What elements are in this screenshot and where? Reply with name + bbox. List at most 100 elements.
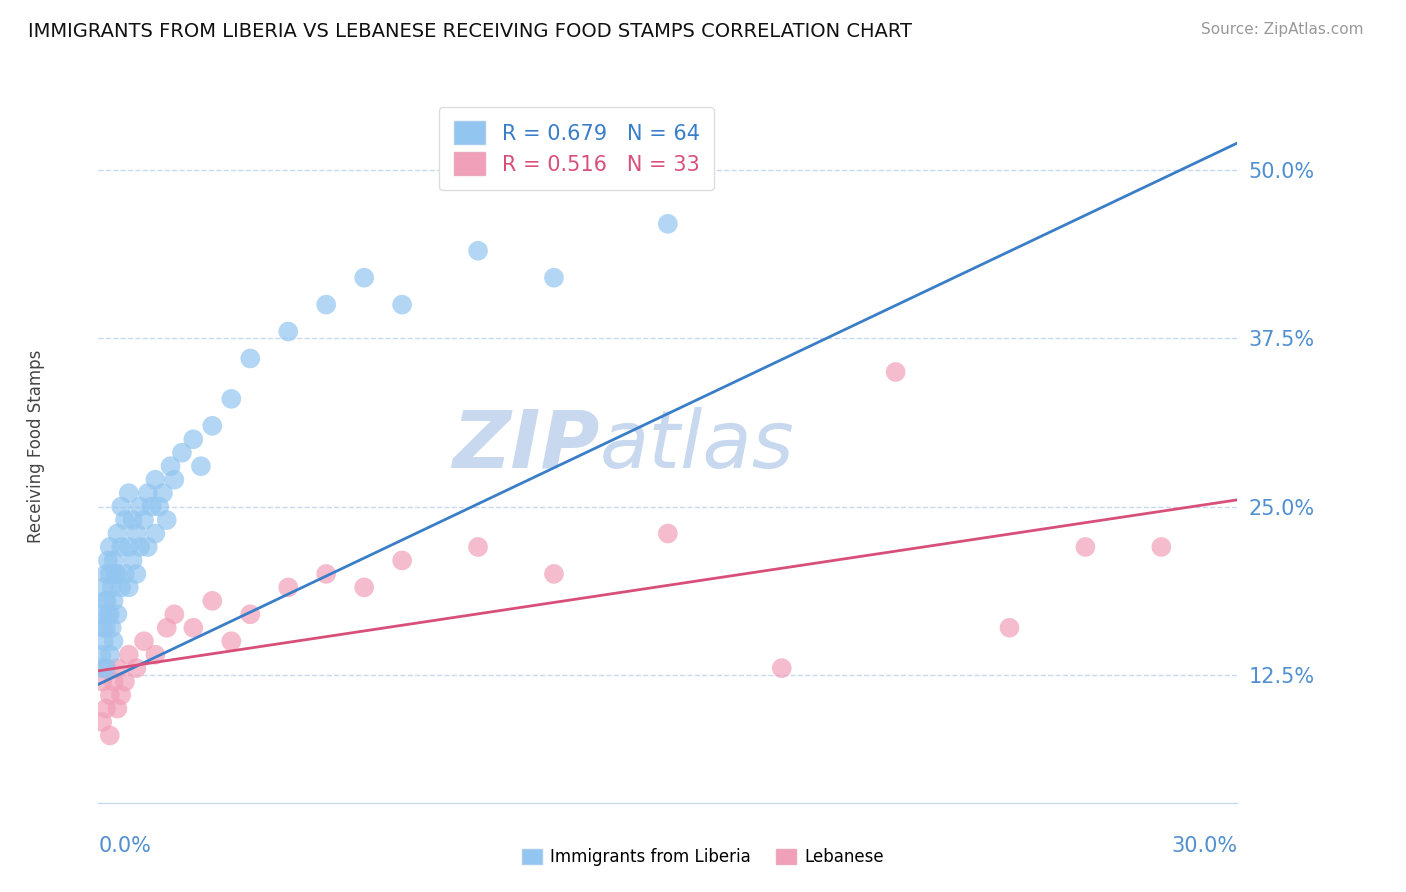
Point	[148, 500, 170, 514]
Point	[90, 648, 112, 662]
Point	[125, 661, 148, 675]
Point	[110, 540, 132, 554]
Point	[125, 566, 148, 581]
Point	[98, 566, 121, 581]
Text: IMMIGRANTS FROM LIBERIA VS LEBANESE RECEIVING FOOD STAMPS CORRELATION CHART: IMMIGRANTS FROM LIBERIA VS LEBANESE RECE…	[28, 22, 912, 41]
Point	[315, 298, 337, 312]
Point	[98, 540, 121, 554]
Point	[353, 270, 375, 285]
Point	[183, 432, 205, 446]
Point	[657, 217, 679, 231]
Point	[183, 621, 205, 635]
Point	[277, 325, 299, 339]
Point	[98, 688, 121, 702]
Point	[114, 513, 136, 527]
Point	[145, 526, 167, 541]
Point	[94, 621, 117, 635]
Point	[391, 553, 413, 567]
Point	[163, 473, 186, 487]
Point	[136, 486, 159, 500]
Point	[467, 540, 489, 554]
Point	[221, 392, 243, 406]
Text: Receiving Food Stamps: Receiving Food Stamps	[27, 350, 45, 542]
Point	[118, 540, 141, 554]
Point	[118, 580, 141, 594]
Point	[104, 566, 127, 581]
Point	[543, 270, 565, 285]
Text: 30.0%: 30.0%	[1171, 837, 1237, 856]
Point	[239, 607, 262, 622]
Point	[770, 661, 793, 675]
Point	[201, 418, 224, 433]
Point	[110, 580, 132, 594]
Point	[91, 674, 114, 689]
Point	[107, 607, 129, 622]
Point	[121, 513, 143, 527]
Text: ZIP: ZIP	[453, 407, 599, 485]
Point	[96, 594, 118, 608]
Point	[884, 365, 907, 379]
Point	[98, 648, 121, 662]
Point	[1074, 540, 1097, 554]
Point	[315, 566, 337, 581]
Point	[103, 634, 125, 648]
Point	[103, 674, 125, 689]
Point	[156, 621, 179, 635]
Point	[141, 500, 163, 514]
Point	[129, 540, 152, 554]
Point	[998, 621, 1021, 635]
Point	[145, 473, 167, 487]
Point	[221, 634, 243, 648]
Text: Source: ZipAtlas.com: Source: ZipAtlas.com	[1201, 22, 1364, 37]
Point	[159, 459, 181, 474]
Point	[100, 621, 122, 635]
Point	[129, 500, 152, 514]
Point	[114, 566, 136, 581]
Point	[114, 674, 136, 689]
Point	[94, 566, 117, 581]
Point	[543, 566, 565, 581]
Point	[170, 446, 193, 460]
Point	[98, 729, 121, 743]
Text: 0.0%: 0.0%	[98, 837, 152, 856]
Point	[97, 553, 120, 567]
Point	[103, 594, 125, 608]
Point	[1150, 540, 1173, 554]
Point	[152, 486, 174, 500]
Point	[110, 688, 132, 702]
Point	[91, 661, 114, 675]
Point	[91, 607, 114, 622]
Point	[93, 634, 115, 648]
Point	[353, 580, 375, 594]
Point	[107, 661, 129, 675]
Point	[277, 580, 299, 594]
Point	[103, 553, 125, 567]
Point	[121, 553, 143, 567]
Point	[94, 594, 117, 608]
Point	[91, 621, 114, 635]
Point	[97, 607, 120, 622]
Legend: Immigrants from Liberia, Lebanese: Immigrants from Liberia, Lebanese	[513, 840, 893, 875]
Point	[110, 500, 132, 514]
Point	[93, 580, 115, 594]
Point	[125, 526, 148, 541]
Point	[467, 244, 489, 258]
Point	[156, 513, 179, 527]
Point	[145, 648, 167, 662]
Point	[391, 298, 413, 312]
Point	[118, 648, 141, 662]
Point	[107, 526, 129, 541]
Point	[190, 459, 212, 474]
Point	[657, 526, 679, 541]
Point	[239, 351, 262, 366]
Point	[201, 594, 224, 608]
Point	[91, 714, 114, 729]
Point	[94, 661, 117, 675]
Point	[136, 540, 159, 554]
Point	[163, 607, 186, 622]
Legend: R = 0.679   N = 64, R = 0.516   N = 33: R = 0.679 N = 64, R = 0.516 N = 33	[439, 107, 714, 190]
Point	[94, 701, 117, 715]
Point	[98, 607, 121, 622]
Point	[107, 701, 129, 715]
Point	[100, 580, 122, 594]
